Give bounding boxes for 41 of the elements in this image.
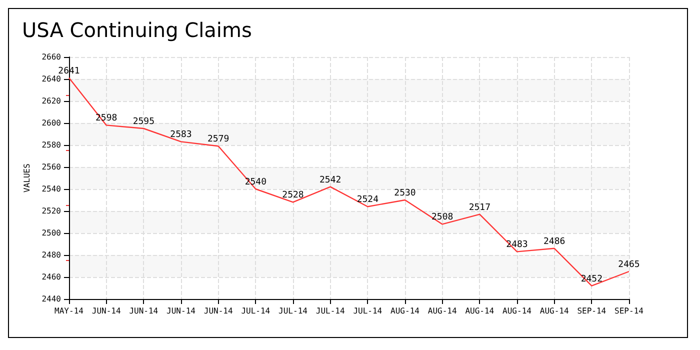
x-tick-label: AUG-14: [540, 306, 569, 316]
x-tick-label: MAY-14: [54, 306, 84, 316]
data-label: 2528: [282, 190, 304, 201]
y-tick-label: 2540: [42, 184, 62, 194]
chart-title: USA Continuing Claims: [22, 18, 252, 42]
y-tick-label: 2560: [42, 162, 62, 172]
y-tick-label: 2520: [42, 206, 62, 216]
data-label: 2542: [319, 175, 342, 186]
x-tick-label: AUG-14: [390, 306, 420, 316]
y-axis-title: VALUES: [22, 163, 32, 192]
x-tick-label: AUG-14: [428, 306, 457, 316]
x-tick-label: JUN-14: [166, 306, 196, 316]
x-tick-label: AUG-14: [502, 306, 532, 316]
x-tick-label: JUL-14: [316, 306, 345, 316]
x-tick-label: JUL-14: [278, 306, 308, 316]
data-label: 2583: [170, 130, 192, 140]
x-tick-label: AUG-14: [465, 306, 494, 316]
data-label: 2517: [468, 202, 491, 213]
data-label: 2465: [618, 260, 640, 270]
y-tick-label: 2440: [42, 294, 62, 304]
data-label: 2524: [356, 195, 379, 206]
y-tick-label: 2640: [42, 74, 62, 84]
data-label: 2595: [132, 117, 155, 127]
y-tick-label: 2480: [42, 250, 62, 260]
data-label: 2508: [431, 212, 454, 223]
x-tick-label: JUL-14: [241, 306, 270, 316]
y-tick-label: 2660: [42, 52, 62, 62]
y-tick-label: 2600: [42, 118, 62, 128]
x-tick-label: JUN-14: [204, 306, 233, 316]
x-tick-label: SEP-14: [614, 306, 644, 316]
y-tick-label: 2620: [42, 96, 62, 106]
data-label: 2579: [207, 134, 230, 145]
x-tick-label: JUN-14: [92, 306, 121, 316]
y-tick-label: 2580: [42, 140, 62, 150]
x-tick-label: JUN-14: [129, 306, 158, 316]
data-label: 2486: [543, 236, 566, 247]
x-tick-label: JUL-14: [353, 306, 382, 316]
y-tick-label: 2500: [42, 228, 62, 238]
x-tick-label: SEP-14: [577, 306, 606, 316]
y-tick-label: 2460: [42, 272, 62, 282]
data-label: 2530: [394, 188, 416, 198]
